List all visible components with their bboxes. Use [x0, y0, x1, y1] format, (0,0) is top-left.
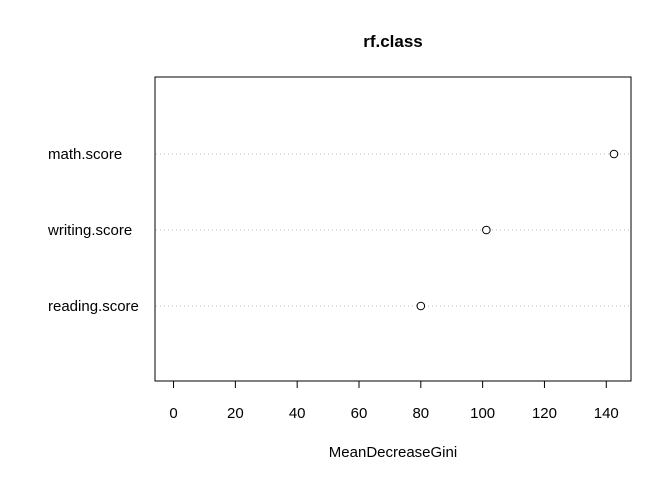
data-points — [416, 149, 619, 311]
x-tick-label: 0 — [169, 405, 177, 422]
x-axis: 0 20 40 60 80 100 120 140 — [169, 380, 619, 422]
guide-lines — [156, 153, 630, 307]
category-label: reading.score — [48, 298, 139, 315]
x-tick-label: 20 — [227, 405, 244, 422]
x-tick-label: 100 — [470, 405, 495, 422]
x-tick-label: 40 — [289, 405, 306, 422]
x-tick-label: 60 — [351, 405, 368, 422]
category-label: math.score — [48, 146, 122, 163]
x-tick-label: 120 — [532, 405, 557, 422]
point-math-score — [609, 149, 619, 159]
plot-frame — [154, 76, 632, 382]
category-label: writing.score — [47, 222, 132, 239]
x-axis-label: MeanDecreaseGini — [329, 444, 457, 461]
category-labels: math.score writing.score reading.score — [47, 146, 139, 315]
x-tick-label: 140 — [594, 405, 619, 422]
chart-title: rf.class — [363, 32, 423, 51]
point-reading-score — [416, 301, 426, 311]
x-tick-label: 80 — [412, 405, 429, 422]
point-writing-score — [482, 225, 491, 235]
